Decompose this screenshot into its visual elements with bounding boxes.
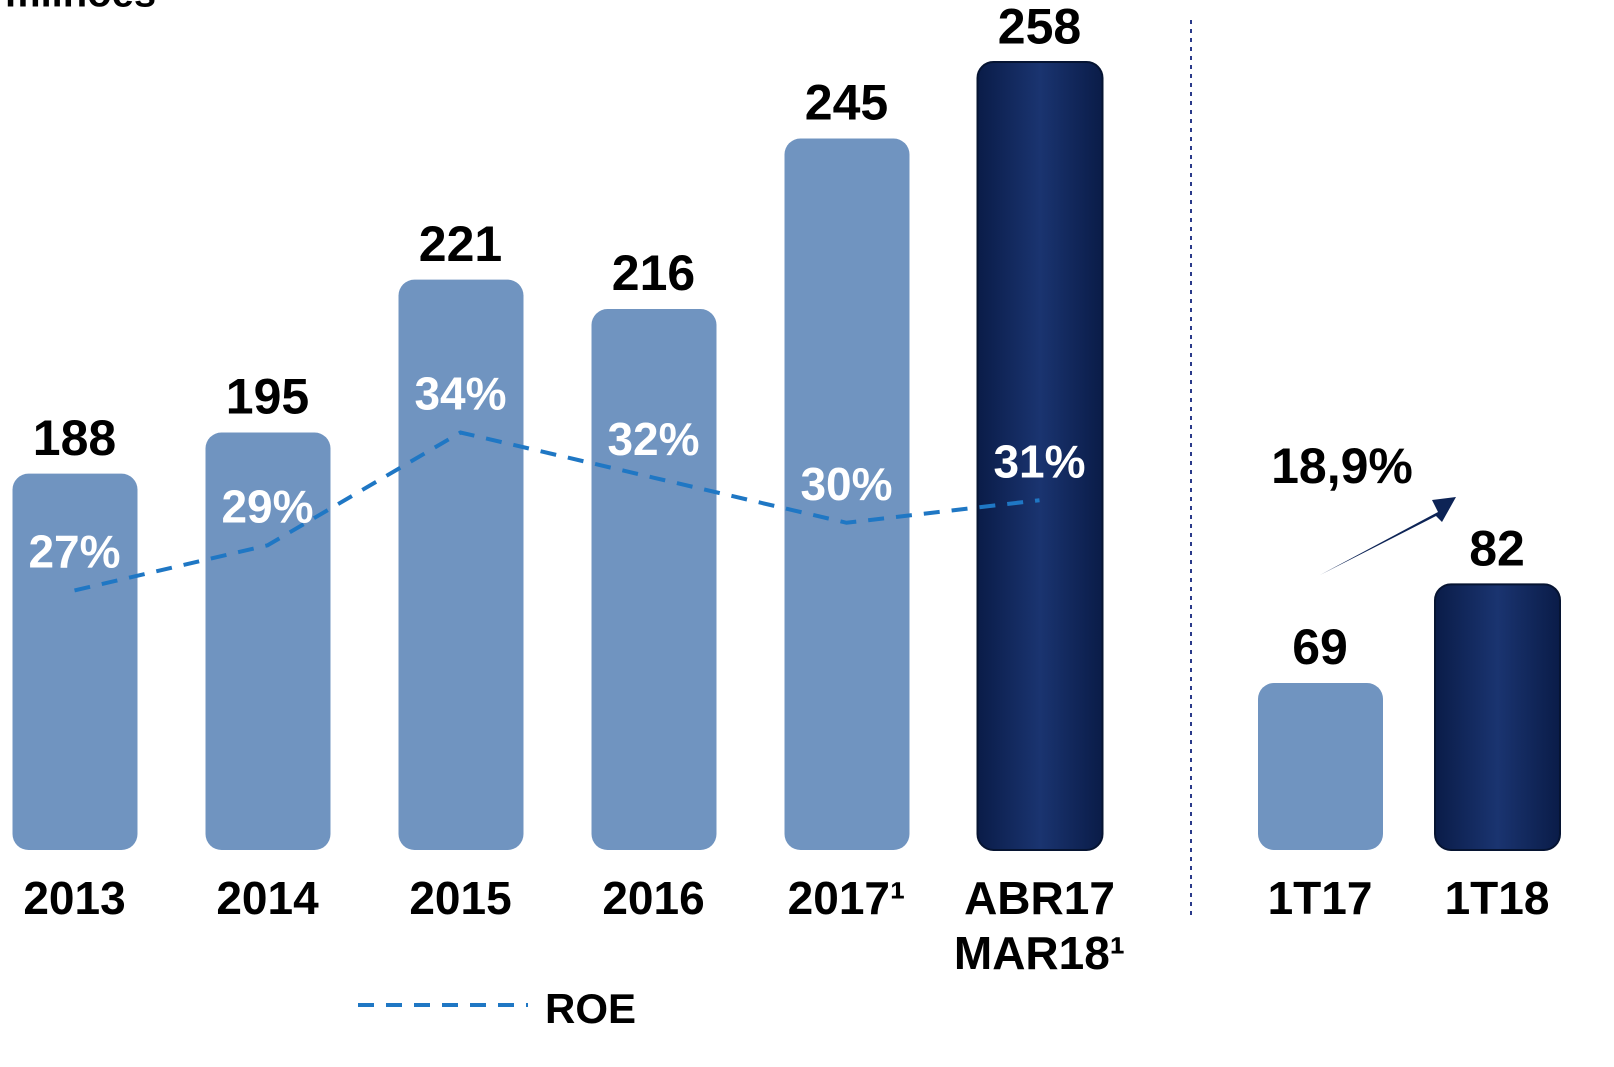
bar [1434, 583, 1561, 851]
data-label: 82 [1469, 521, 1525, 577]
bar [976, 61, 1104, 852]
bar [205, 432, 331, 850]
x-tick-label: 1T18 [1445, 872, 1550, 924]
roe-label: 31% [993, 435, 1085, 487]
x-tick-label: 1T17 [1268, 872, 1373, 924]
annotation: 18,9% [1271, 438, 1413, 494]
bar [591, 309, 717, 850]
data-label: 188 [33, 410, 116, 466]
data-label: 221 [419, 216, 502, 272]
x-tick-label: 2017¹ [788, 872, 906, 924]
roe-line [74, 430, 1040, 593]
bar [12, 473, 138, 850]
roe-label: 30% [800, 458, 892, 510]
bar [1258, 683, 1383, 850]
data-label: 195 [226, 369, 309, 425]
data-label: 69 [1292, 619, 1348, 675]
roe-label: 32% [607, 413, 699, 465]
roe-label: 29% [221, 480, 313, 532]
roe-label: 34% [414, 368, 506, 420]
data-label: 258 [998, 0, 1081, 54]
data-label: 216 [612, 245, 695, 301]
legend-label: ROE [545, 985, 636, 1032]
data-label: 245 [805, 75, 888, 131]
x-tick-label: 2016 [602, 872, 704, 924]
x-tick-label: 2015 [409, 872, 511, 924]
bar [398, 279, 524, 850]
growth-arrow [1320, 497, 1456, 575]
x-tick-label: 2013 [23, 872, 125, 924]
x-tick-label: ABR17 MAR18¹ [954, 872, 1125, 979]
bar [784, 138, 910, 851]
roe-label: 27% [28, 526, 120, 578]
chart-title: milhões [5, 0, 156, 16]
x-tick-label: 2014 [216, 872, 319, 924]
